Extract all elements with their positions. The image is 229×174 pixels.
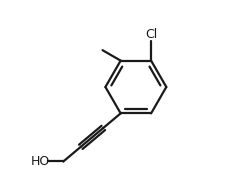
Text: Cl: Cl <box>144 28 157 41</box>
Text: HO: HO <box>30 155 49 168</box>
